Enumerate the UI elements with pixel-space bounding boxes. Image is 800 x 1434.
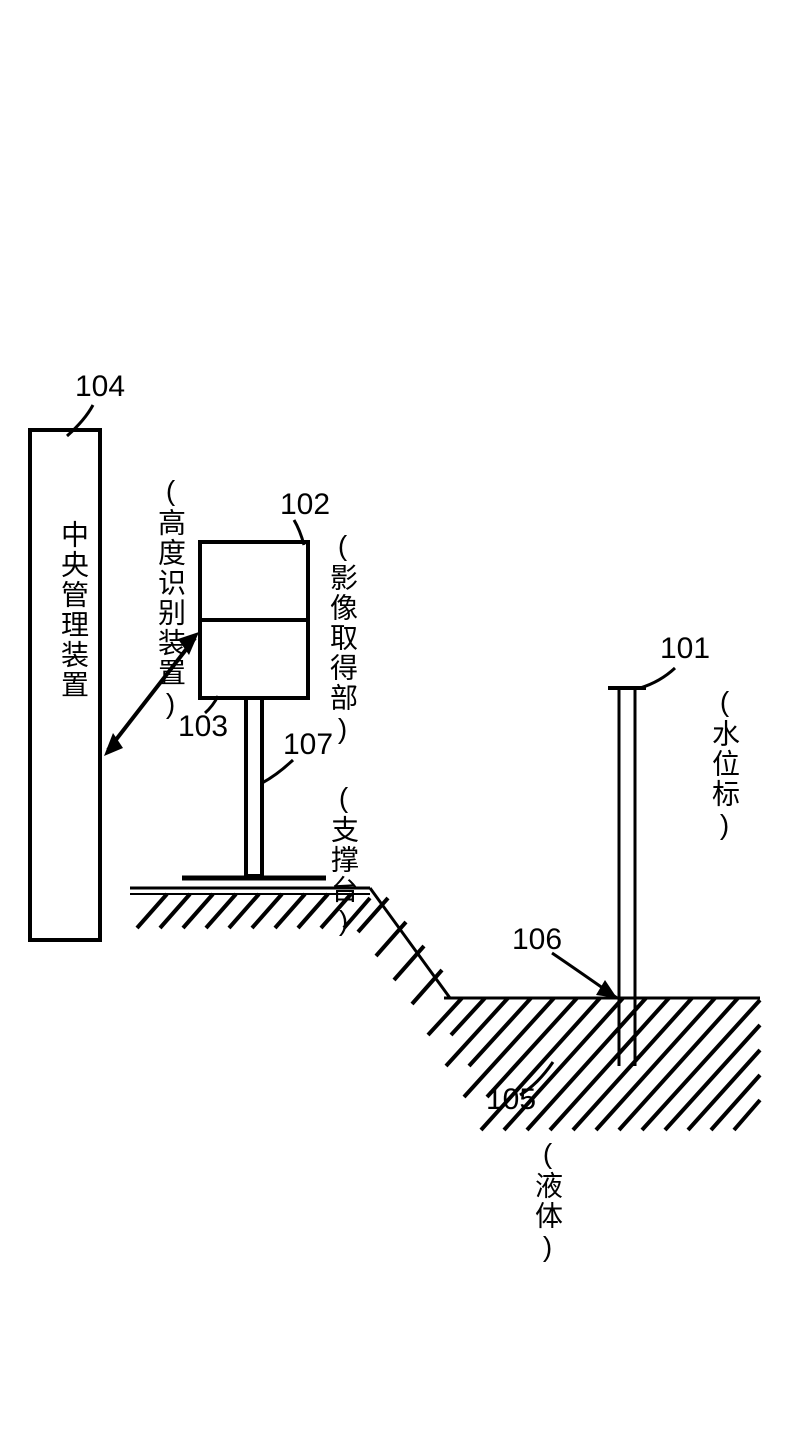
leader-106-head bbox=[596, 980, 617, 998]
stand-post bbox=[246, 698, 262, 876]
leader-101 bbox=[640, 668, 675, 688]
label-107-descr: (支撑台) bbox=[323, 782, 363, 938]
label-101-num: 101 bbox=[660, 632, 710, 666]
water-hatch bbox=[428, 998, 760, 1130]
label-103-num: 103 bbox=[178, 710, 228, 744]
slope-hatch bbox=[358, 898, 442, 1004]
label-103-descr: (高度识别装置) bbox=[150, 475, 190, 721]
leader-107 bbox=[262, 760, 293, 783]
device-box-102 bbox=[200, 542, 308, 620]
label-102-descr: (影像取得部) bbox=[322, 530, 362, 746]
system-diagram bbox=[0, 0, 800, 1434]
label-105-descr: (液体) bbox=[527, 1138, 567, 1264]
label-102-num: 102 bbox=[280, 488, 330, 522]
label-106-num: 106 bbox=[512, 923, 562, 957]
label-104-num: 104 bbox=[75, 370, 125, 404]
device-box-103 bbox=[200, 620, 308, 698]
label-107-num: 107 bbox=[283, 728, 333, 762]
central-mgmt-label: 中央管理装置 bbox=[53, 520, 93, 700]
label-105-num: 105 bbox=[486, 1083, 536, 1117]
label-101-descr: (水位标) bbox=[704, 686, 744, 842]
